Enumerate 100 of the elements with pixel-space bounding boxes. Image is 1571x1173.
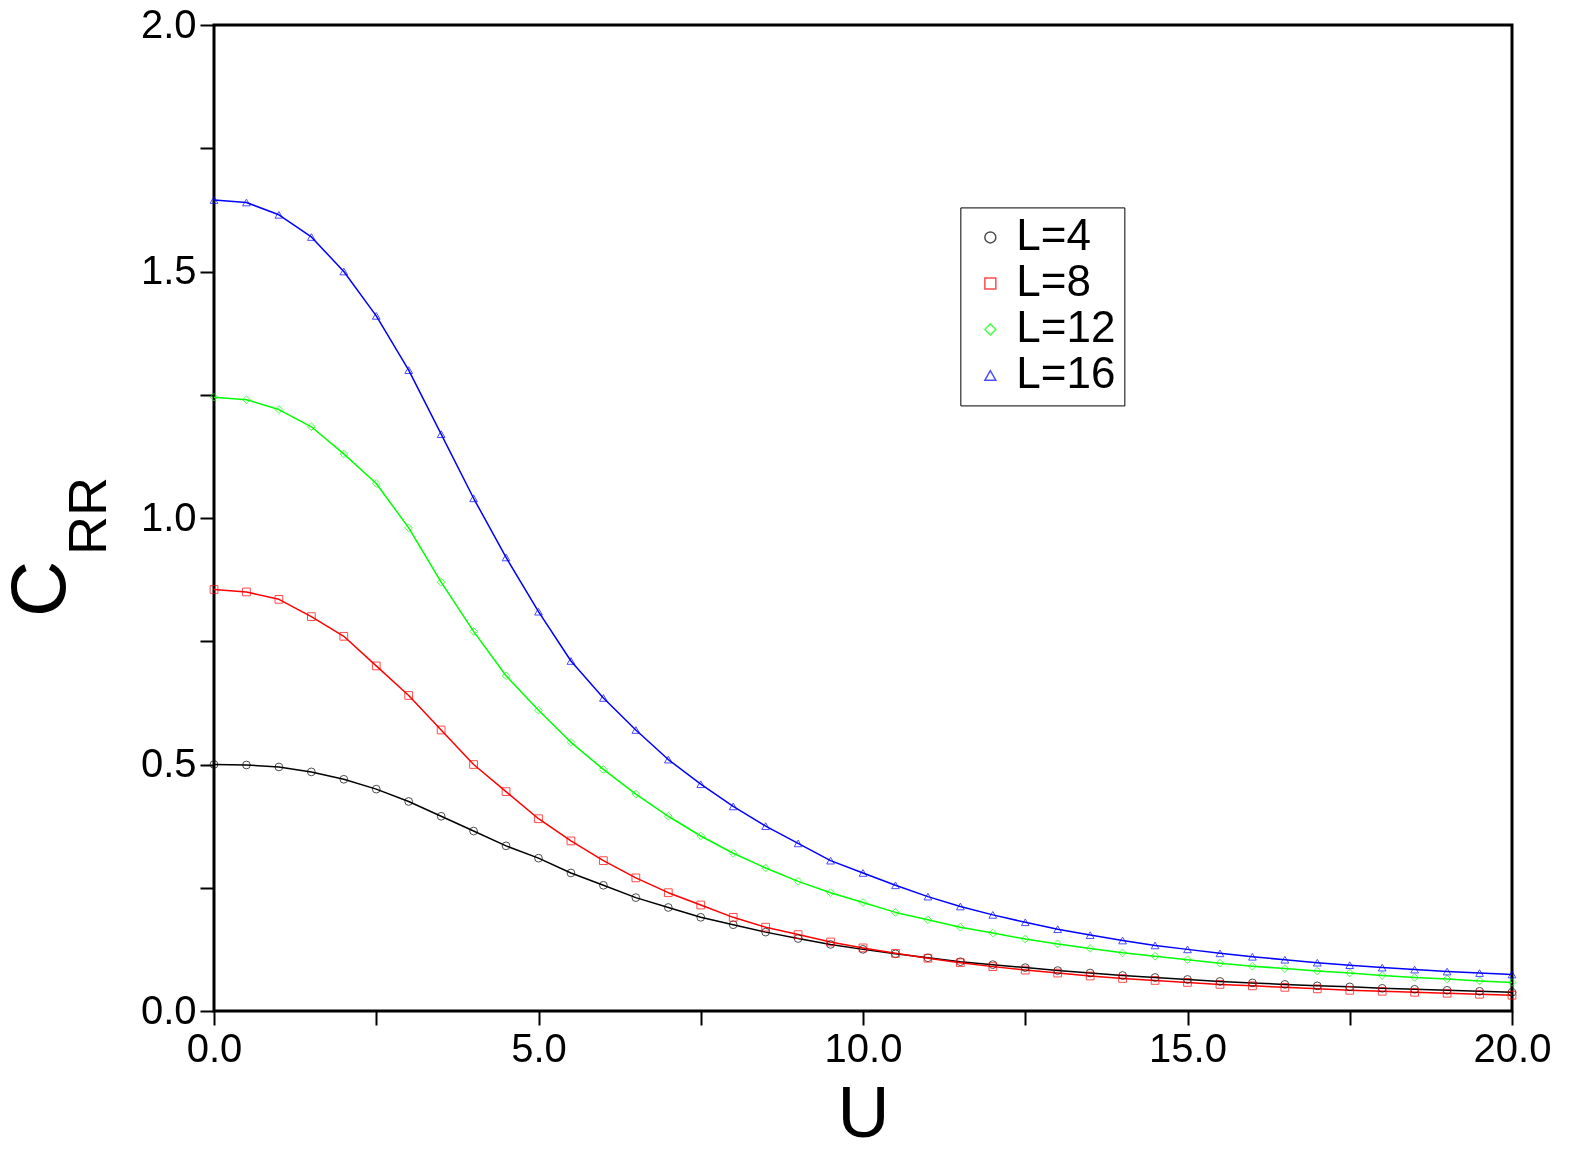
point <box>1280 964 1290 973</box>
point <box>274 594 284 604</box>
point <box>209 392 219 402</box>
x-axis-title: U <box>837 1071 890 1152</box>
point <box>371 312 381 320</box>
x-tick-label: 5.0 <box>511 1025 567 1070</box>
point <box>988 911 998 919</box>
point <box>891 908 900 917</box>
point <box>923 892 933 901</box>
x-tick-label: 10.0 <box>824 1025 903 1070</box>
point <box>1118 948 1127 958</box>
point <box>274 762 284 772</box>
point <box>793 876 803 886</box>
point <box>1150 941 1160 950</box>
point <box>1020 918 1030 927</box>
point <box>534 814 543 824</box>
point <box>1507 970 1517 979</box>
point <box>404 691 414 700</box>
point <box>306 233 316 241</box>
point <box>306 767 316 777</box>
y-tick-label: 0.5 <box>140 741 197 785</box>
point <box>1410 973 1420 982</box>
point <box>663 903 673 912</box>
point <box>826 856 835 865</box>
point <box>436 811 446 821</box>
y-axis-title: CRR <box>0 477 117 617</box>
point <box>534 607 543 616</box>
y-tick-label: 2.0 <box>140 1 197 46</box>
point <box>1312 966 1322 976</box>
point <box>1345 961 1355 970</box>
point <box>761 922 771 932</box>
point <box>1410 965 1420 974</box>
point <box>404 523 414 533</box>
point <box>371 479 381 488</box>
point <box>599 856 608 866</box>
point <box>566 836 576 846</box>
point <box>242 198 251 207</box>
x-tick-label: 15.0 <box>1149 1025 1227 1070</box>
point <box>599 694 608 702</box>
point <box>761 927 771 937</box>
point <box>1507 978 1517 987</box>
point <box>1085 931 1095 939</box>
point <box>955 922 965 932</box>
point <box>371 784 381 794</box>
point <box>469 494 478 503</box>
point <box>1053 925 1063 934</box>
point <box>469 627 478 636</box>
x-tick-label: 20.0 <box>1473 1025 1552 1070</box>
point <box>436 577 446 587</box>
point <box>306 422 316 432</box>
point <box>339 631 349 641</box>
point <box>436 725 446 735</box>
point <box>761 822 771 830</box>
point <box>793 930 803 939</box>
point <box>793 934 803 943</box>
point <box>663 888 673 898</box>
point <box>696 900 706 910</box>
point <box>501 553 511 562</box>
point <box>534 705 543 715</box>
point <box>1183 945 1192 954</box>
point <box>566 737 576 747</box>
point <box>663 755 673 764</box>
y-tick-label: 1.5 <box>140 248 197 292</box>
point <box>988 928 998 938</box>
point <box>242 587 251 597</box>
point <box>1345 968 1355 978</box>
point <box>242 395 251 405</box>
point <box>1475 976 1484 986</box>
point <box>1150 951 1160 961</box>
point <box>1085 944 1095 953</box>
point <box>436 430 446 439</box>
point <box>339 449 349 459</box>
point <box>274 405 284 414</box>
point <box>501 841 511 851</box>
point <box>631 893 641 902</box>
point <box>1475 969 1484 977</box>
point <box>793 839 803 848</box>
point <box>599 765 608 774</box>
point <box>501 671 511 681</box>
point <box>534 853 543 863</box>
point <box>1280 955 1290 964</box>
point <box>371 661 381 671</box>
point <box>1020 934 1030 944</box>
point <box>761 863 771 873</box>
point <box>1442 967 1452 976</box>
point <box>566 868 576 878</box>
point <box>1377 971 1387 980</box>
point <box>631 789 641 799</box>
point <box>923 915 933 925</box>
point <box>1312 958 1322 967</box>
y-tick-label: 1.0 <box>140 494 197 539</box>
point <box>728 848 738 858</box>
point <box>404 366 414 374</box>
point <box>339 774 349 784</box>
point <box>1215 949 1225 958</box>
point <box>599 880 608 890</box>
point <box>209 760 219 769</box>
point <box>696 780 706 789</box>
point <box>728 802 738 811</box>
point <box>1053 939 1063 949</box>
